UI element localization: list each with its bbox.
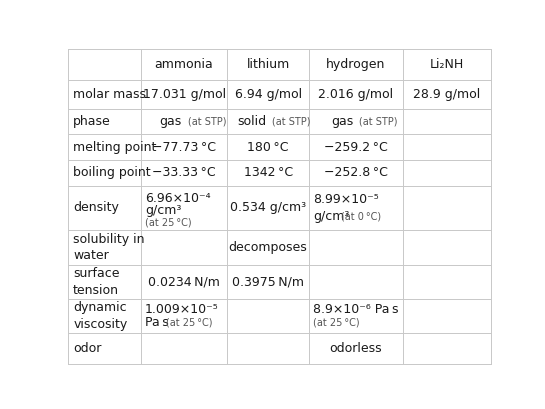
Text: gas: gas (160, 115, 182, 128)
Text: 8.99×10⁻⁵: 8.99×10⁻⁵ (313, 193, 379, 207)
Text: gas: gas (331, 115, 354, 128)
Text: −259.2 °C: −259.2 °C (324, 141, 387, 154)
Text: phase: phase (73, 115, 111, 128)
Text: lithium: lithium (246, 58, 290, 71)
Text: 1.009×10⁻⁵: 1.009×10⁻⁵ (145, 303, 219, 317)
Text: 2.016 g/mol: 2.016 g/mol (318, 88, 393, 101)
Text: melting point: melting point (73, 141, 156, 154)
Text: −33.33 °C: −33.33 °C (152, 166, 216, 179)
Text: Li₂NH: Li₂NH (429, 58, 464, 71)
Text: 8.9×10⁻⁶ Pa s: 8.9×10⁻⁶ Pa s (313, 303, 398, 317)
Text: ammonia: ammonia (155, 58, 214, 71)
Text: 0.0234 N/m: 0.0234 N/m (148, 275, 220, 288)
Text: density: density (73, 202, 119, 214)
Text: hydrogen: hydrogen (326, 58, 385, 71)
Text: −77.73 °C: −77.73 °C (152, 141, 216, 154)
Text: 6.96×10⁻⁴: 6.96×10⁻⁴ (145, 191, 210, 204)
Text: solubility in
water: solubility in water (73, 233, 144, 262)
Text: dynamic
viscosity: dynamic viscosity (73, 301, 128, 331)
Text: molar mass: molar mass (73, 88, 146, 101)
Text: 28.9 g/mol: 28.9 g/mol (413, 88, 480, 101)
Text: 1342 °C: 1342 °C (244, 166, 293, 179)
Text: 6.94 g/mol: 6.94 g/mol (234, 88, 302, 101)
Text: (at 25 °C): (at 25 °C) (313, 317, 360, 327)
Text: odor: odor (73, 342, 101, 355)
Text: boiling point: boiling point (73, 166, 151, 179)
Text: (at 0 °C): (at 0 °C) (336, 211, 381, 221)
Text: g/cm³: g/cm³ (313, 209, 349, 222)
Text: 0.3975 N/m: 0.3975 N/m (232, 275, 304, 288)
Text: g/cm³: g/cm³ (145, 204, 181, 217)
Text: 17.031 g/mol: 17.031 g/mol (142, 88, 226, 101)
Text: 0.534 g/cm³: 0.534 g/cm³ (230, 202, 306, 214)
Text: decomposes: decomposes (229, 241, 307, 254)
Text: −252.8 °C: −252.8 °C (324, 166, 387, 179)
Text: (at STP): (at STP) (183, 117, 226, 127)
Text: 180 °C: 180 °C (247, 141, 289, 154)
Text: surface
tension: surface tension (73, 267, 120, 297)
Text: odorless: odorless (329, 342, 382, 355)
Text: (at STP): (at STP) (354, 117, 398, 127)
Text: (at 25 °C): (at 25 °C) (161, 317, 213, 327)
Text: Pa s: Pa s (145, 316, 169, 329)
Text: (at 25 °C): (at 25 °C) (145, 218, 192, 228)
Text: (at STP): (at STP) (267, 117, 310, 127)
Text: solid: solid (237, 115, 266, 128)
